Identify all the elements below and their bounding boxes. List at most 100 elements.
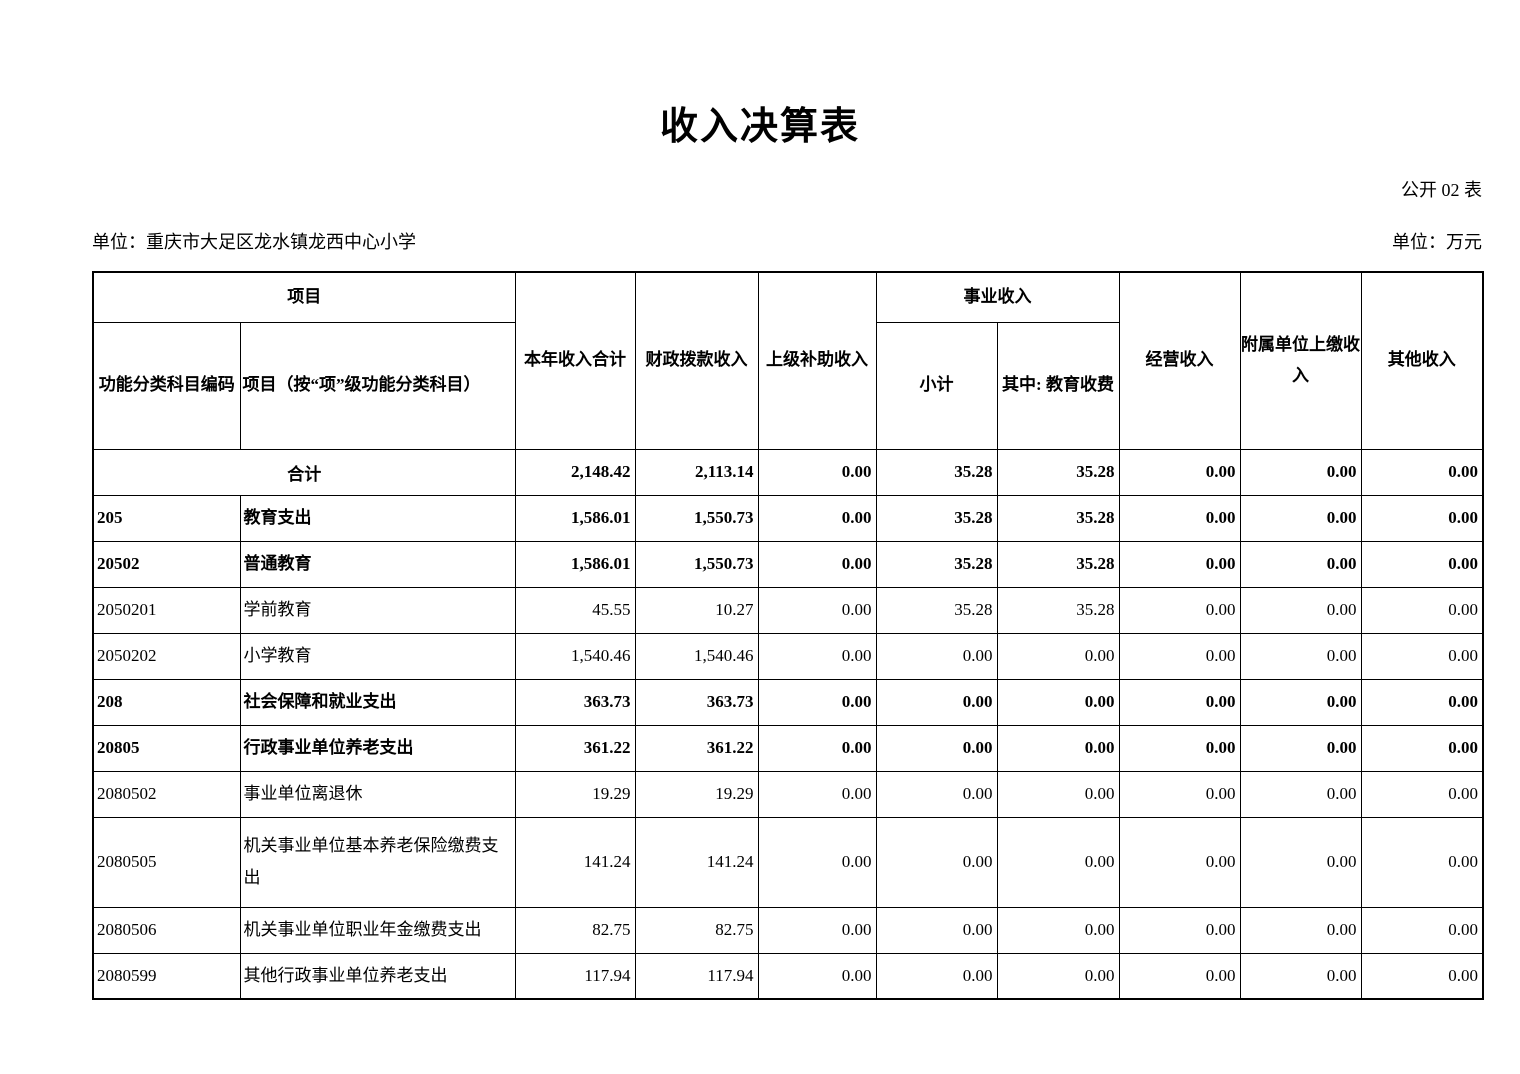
value-cell: 361.22 bbox=[634, 724, 759, 772]
value-cell: 2,113.14 bbox=[634, 448, 759, 496]
table-row: 2050202 小学教育 1,540.46 1,540.46 0.00 0.00… bbox=[92, 632, 1484, 680]
value-cell: 0.00 bbox=[1360, 586, 1484, 634]
code-cell: 20805 bbox=[92, 724, 241, 772]
header-business-subtotal: 小计 bbox=[875, 321, 998, 450]
table-row: 2050201 学前教育 45.55 10.27 0.00 35.28 35.2… bbox=[92, 586, 1484, 634]
header-operating-income: 经营收入 bbox=[1118, 271, 1241, 450]
code-cell: 208 bbox=[92, 678, 241, 726]
table-code-label: 公开 02 表 bbox=[1401, 180, 1482, 200]
value-cell: 0.00 bbox=[1239, 952, 1362, 1000]
table-row: 2080599 其他行政事业单位养老支出 117.94 117.94 0.00 … bbox=[92, 952, 1484, 1000]
header-business-income-group: 事业收入 bbox=[875, 271, 1120, 323]
code-cell: 205 bbox=[92, 494, 241, 542]
value-cell: 35.28 bbox=[875, 540, 998, 588]
name-cell: 小学教育 bbox=[239, 632, 516, 680]
value-cell: 0.00 bbox=[996, 724, 1120, 772]
value-cell: 0.00 bbox=[1118, 906, 1241, 954]
value-cell: 35.28 bbox=[875, 494, 998, 542]
header-business-education-fee: 其中: 教育收费 bbox=[996, 321, 1120, 450]
value-cell: 0.00 bbox=[875, 906, 998, 954]
value-cell: 0.00 bbox=[1118, 494, 1241, 542]
value-cell: 0.00 bbox=[1360, 448, 1484, 496]
value-cell: 0.00 bbox=[1118, 724, 1241, 772]
value-cell: 45.55 bbox=[514, 586, 636, 634]
code-cell: 2080505 bbox=[92, 816, 241, 908]
name-cell: 机关事业单位基本养老保险缴费支出 bbox=[239, 816, 516, 908]
value-cell: 0.00 bbox=[875, 770, 998, 818]
value-cell: 0.00 bbox=[1118, 678, 1241, 726]
name-cell: 学前教育 bbox=[239, 586, 516, 634]
value-cell: 363.73 bbox=[634, 678, 759, 726]
header-superior-subsidy: 上级补助收入 bbox=[757, 271, 877, 450]
value-cell: 0.00 bbox=[1118, 770, 1241, 818]
header-annual-total: 本年收入合计 bbox=[514, 271, 636, 450]
value-cell: 1,586.01 bbox=[514, 540, 636, 588]
value-cell: 0.00 bbox=[996, 952, 1120, 1000]
value-cell: 1,550.73 bbox=[634, 540, 759, 588]
value-cell: 82.75 bbox=[634, 906, 759, 954]
name-cell: 行政事业单位养老支出 bbox=[239, 724, 516, 772]
value-cell: 0.00 bbox=[1118, 952, 1241, 1000]
code-cell: 2050201 bbox=[92, 586, 241, 634]
value-cell: 0.00 bbox=[875, 816, 998, 908]
value-cell: 141.24 bbox=[514, 816, 636, 908]
value-cell: 0.00 bbox=[1118, 448, 1241, 496]
value-cell: 361.22 bbox=[514, 724, 636, 772]
name-cell: 教育支出 bbox=[239, 494, 516, 542]
value-cell: 0.00 bbox=[1118, 586, 1241, 634]
value-cell: 0.00 bbox=[757, 540, 877, 588]
header-affiliated-remitted: 附属单位上缴收入 bbox=[1239, 271, 1362, 450]
value-cell: 0.00 bbox=[757, 724, 877, 772]
table-row: 20805 行政事业单位养老支出 361.22 361.22 0.00 0.00… bbox=[92, 724, 1484, 772]
value-cell: 141.24 bbox=[634, 816, 759, 908]
table-row: 2080505 机关事业单位基本养老保险缴费支出 141.24 141.24 0… bbox=[92, 816, 1484, 908]
value-cell: 10.27 bbox=[634, 586, 759, 634]
header-other-income: 其他收入 bbox=[1360, 271, 1484, 450]
value-cell: 0.00 bbox=[1360, 494, 1484, 542]
value-cell: 35.28 bbox=[875, 448, 998, 496]
header-project: 项目（按“项”级功能分类科目） bbox=[239, 321, 516, 450]
value-cell: 82.75 bbox=[514, 906, 636, 954]
table-row-total: 合计 2,148.42 2,113.14 0.00 35.28 35.28 0.… bbox=[92, 448, 1484, 496]
value-cell: 0.00 bbox=[757, 494, 877, 542]
value-cell: 0.00 bbox=[1239, 448, 1362, 496]
code-cell: 2080506 bbox=[92, 906, 241, 954]
value-cell: 0.00 bbox=[1360, 724, 1484, 772]
value-cell: 35.28 bbox=[875, 586, 998, 634]
value-cell: 0.00 bbox=[1239, 632, 1362, 680]
value-cell: 1,540.46 bbox=[514, 632, 636, 680]
value-cell: 0.00 bbox=[757, 678, 877, 726]
value-cell: 0.00 bbox=[1118, 540, 1241, 588]
table-row: 205 教育支出 1,586.01 1,550.73 0.00 35.28 35… bbox=[92, 494, 1484, 542]
table-row: 2080502 事业单位离退休 19.29 19.29 0.00 0.00 0.… bbox=[92, 770, 1484, 818]
value-cell: 35.28 bbox=[996, 586, 1120, 634]
value-cell: 1,586.01 bbox=[514, 494, 636, 542]
name-cell: 事业单位离退休 bbox=[239, 770, 516, 818]
value-cell: 0.00 bbox=[1239, 816, 1362, 908]
value-cell: 0.00 bbox=[1360, 540, 1484, 588]
value-cell: 0.00 bbox=[1239, 678, 1362, 726]
value-cell: 19.29 bbox=[514, 770, 636, 818]
value-cell: 0.00 bbox=[1360, 816, 1484, 908]
header-code: 功能分类科目编码 bbox=[92, 321, 241, 450]
value-cell: 35.28 bbox=[996, 494, 1120, 542]
code-cell: 2050202 bbox=[92, 632, 241, 680]
name-cell: 机关事业单位职业年金缴费支出 bbox=[239, 906, 516, 954]
value-cell: 0.00 bbox=[1360, 632, 1484, 680]
value-cell: 0.00 bbox=[1118, 632, 1241, 680]
value-cell: 2,148.42 bbox=[514, 448, 636, 496]
header-row-groups: 项目 本年收入合计 财政拨款收入 上级补助收入 事业收入 经营收入 附属单位上缴… bbox=[92, 271, 1484, 450]
value-cell: 0.00 bbox=[996, 678, 1120, 726]
value-cell: 0.00 bbox=[1239, 586, 1362, 634]
value-cell: 0.00 bbox=[757, 448, 877, 496]
value-cell: 0.00 bbox=[996, 632, 1120, 680]
value-cell: 0.00 bbox=[757, 770, 877, 818]
value-cell: 117.94 bbox=[514, 952, 636, 1000]
value-cell: 0.00 bbox=[875, 952, 998, 1000]
value-cell: 0.00 bbox=[1360, 906, 1484, 954]
value-cell: 0.00 bbox=[757, 586, 877, 634]
value-cell: 0.00 bbox=[757, 632, 877, 680]
value-cell: 0.00 bbox=[1360, 770, 1484, 818]
value-cell: 0.00 bbox=[1239, 770, 1362, 818]
value-cell: 0.00 bbox=[1360, 678, 1484, 726]
